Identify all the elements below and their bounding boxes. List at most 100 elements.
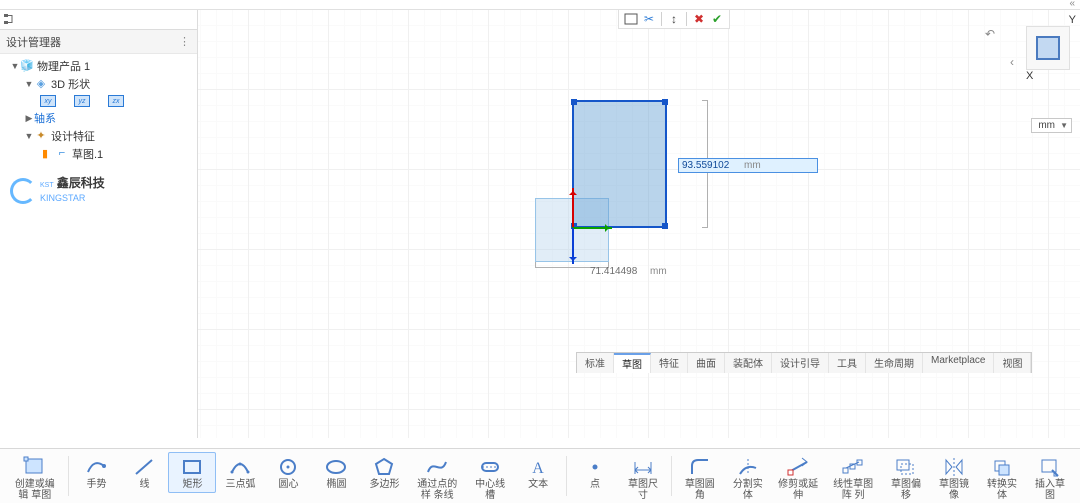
cmd-label: 线性草图阵 列 <box>829 479 877 501</box>
command-bar: 创建或编辑 草图手势线矩形三点弧圆心椭圆多边形通过点的样 条线中心线槽A文本点草… <box>0 448 1080 503</box>
cmd-insert_sketch[interactable]: 插入草图 <box>1026 452 1074 503</box>
convert-icon <box>989 455 1015 479</box>
ribbon-tab-1[interactable]: 草图 <box>614 353 651 373</box>
cmd-mirror[interactable]: 草图镜像 <box>930 452 978 503</box>
main-rectangle[interactable] <box>572 100 667 228</box>
tree-label: 物理产品 1 <box>37 58 90 74</box>
offset-icon <box>893 455 919 479</box>
caret-icon[interactable] <box>24 113 34 124</box>
ribbon-tab-2[interactable]: 特征 <box>651 353 688 373</box>
tree-node-features[interactable]: ✦ 设计特征 <box>0 127 197 145</box>
unit-dropdown[interactable]: mm <box>1031 118 1072 133</box>
mirror-icon <box>941 455 967 479</box>
ribbon-tab-8[interactable]: Marketplace <box>923 353 994 373</box>
cmd-circle[interactable]: 圆心 <box>264 452 312 493</box>
sidebar: 设计管理器 ⋮ 🧊 物理产品 1 ◈ 3D 形状 xy yz zx 轴系 ✦ 设… <box>0 10 198 438</box>
handle-icon[interactable] <box>571 99 577 105</box>
cmd-label: 草图圆角 <box>681 479 719 501</box>
ribbon-tab-7[interactable]: 生命周期 <box>866 353 923 373</box>
cmd-trim_extend[interactable]: 修剪或延伸 <box>772 452 825 503</box>
ribbon-tab-3[interactable]: 曲面 <box>688 353 725 373</box>
sketch-canvas[interactable]: ✂ ↕ ✖ ✔ mm 71.414498 mm 标准草图特征曲面装配体设计引导工… <box>198 10 1080 438</box>
cube-face-icon <box>1036 36 1060 60</box>
cmd-rect[interactable]: 矩形 <box>168 452 216 493</box>
gesture-icon <box>83 455 109 479</box>
align-icon[interactable]: ↕ <box>666 11 682 27</box>
cmd-ellipse[interactable]: 椭圆 <box>312 452 360 493</box>
tree-node-product[interactable]: 🧊 物理产品 1 <box>0 57 197 75</box>
centerline-icon <box>477 455 503 479</box>
svg-text:A: A <box>532 460 544 477</box>
tree-tab-icon[interactable] <box>4 13 18 27</box>
handle-icon[interactable] <box>662 99 668 105</box>
yz-plane-icon[interactable]: yz <box>74 95 90 107</box>
tree-label: 3D 形状 <box>51 76 90 92</box>
shape-icon: ◈ <box>34 77 48 91</box>
tree-node-sketch[interactable]: ▮ ⌐ 草图.1 <box>0 145 197 163</box>
cmd-polygon[interactable]: 多边形 <box>360 452 408 493</box>
split-icon <box>735 455 761 479</box>
rect-icon <box>179 455 205 479</box>
branding: KST 鑫辰科技 KINGSTAR <box>0 177 197 204</box>
create_edit_sketch-icon <box>22 455 48 479</box>
xy-plane-icon[interactable]: xy <box>40 95 56 107</box>
cmd-text[interactable]: A文本 <box>514 452 562 493</box>
cmd-label: 转换实体 <box>983 479 1021 501</box>
ribbon-tab-0[interactable]: 标准 <box>577 353 614 373</box>
handle-icon[interactable] <box>662 223 668 229</box>
sidebar-tab-strip <box>0 10 197 30</box>
confirm-icon[interactable]: ✔ <box>709 11 725 27</box>
cmd-label: 矩形 <box>182 479 202 490</box>
line-icon <box>131 455 157 479</box>
fillet-icon <box>687 455 713 479</box>
zx-plane-icon[interactable]: zx <box>108 95 124 107</box>
cmd-fillet[interactable]: 草图圆角 <box>676 452 724 503</box>
undo-icon[interactable]: ↶ <box>982 26 998 42</box>
cmd-point[interactable]: 点 <box>571 452 619 493</box>
view-cube[interactable] <box>1026 26 1070 70</box>
ellipse-icon <box>323 455 349 479</box>
brand-logo-icon <box>10 178 36 204</box>
cmd-dimension[interactable]: 草图尺寸 <box>619 452 667 503</box>
axis-down-icon <box>572 228 574 264</box>
cmd-gesture[interactable]: 手势 <box>72 452 120 493</box>
cancel-icon[interactable]: ✖ <box>691 11 707 27</box>
cmd-offset[interactable]: 草图偏移 <box>882 452 930 503</box>
cmd-threepoint_arc[interactable]: 三点弧 <box>216 452 264 493</box>
cmd-line[interactable]: 线 <box>120 452 168 493</box>
caret-icon[interactable] <box>10 61 20 71</box>
dimension-icon <box>630 455 656 479</box>
design-manager-header: 设计管理器 ⋮ <box>0 30 197 54</box>
tree-node-3dshape[interactable]: ◈ 3D 形状 <box>0 75 197 93</box>
caret-icon[interactable] <box>24 79 34 89</box>
ribbon-tab-4[interactable]: 装配体 <box>725 353 772 373</box>
threepoint_arc-icon <box>227 455 253 479</box>
ribbon-tab-6[interactable]: 工具 <box>829 353 866 373</box>
cmd-label: 手势 <box>86 479 106 490</box>
compass-icon[interactable]: ✂ <box>641 11 657 27</box>
caret-icon[interactable] <box>24 131 34 141</box>
brand-kst: KST <box>40 182 54 189</box>
cmd-create_edit_sketch[interactable]: 创建或编辑 草图 <box>6 452 64 503</box>
cmd-linear_pattern[interactable]: 线性草图阵 列 <box>824 452 882 503</box>
cmd-spline[interactable]: 通过点的样 条线 <box>408 452 466 503</box>
width-unit: mm <box>650 266 667 277</box>
point-icon <box>582 455 608 479</box>
cmd-label: 分割实体 <box>729 479 767 501</box>
back-icon[interactable]: ‹ <box>1004 54 1020 70</box>
width-value: 71.414498 <box>590 266 637 277</box>
sidebar-menu-icon[interactable]: ⋮ <box>179 35 191 48</box>
insert_sketch-icon <box>1037 455 1063 479</box>
cmd-label: 草图尺寸 <box>624 479 662 501</box>
view-rect-icon[interactable] <box>623 11 639 27</box>
bar-icon: ▮ <box>38 147 52 161</box>
ribbon-tab-9[interactable]: 视图 <box>994 353 1031 373</box>
cmd-convert[interactable]: 转换实体 <box>978 452 1026 503</box>
cmd-centerline[interactable]: 中心线槽 <box>466 452 514 503</box>
tree-node-axes[interactable]: 轴系 <box>0 109 197 127</box>
cmd-split[interactable]: 分割实体 <box>724 452 772 503</box>
height-unit: mm <box>744 160 761 171</box>
view-controls: ↶ ‹ Y X <box>982 26 1074 82</box>
ribbon-tab-5[interactable]: 设计引导 <box>772 353 829 373</box>
collapse-chevron-icon[interactable]: « <box>1069 0 1075 9</box>
